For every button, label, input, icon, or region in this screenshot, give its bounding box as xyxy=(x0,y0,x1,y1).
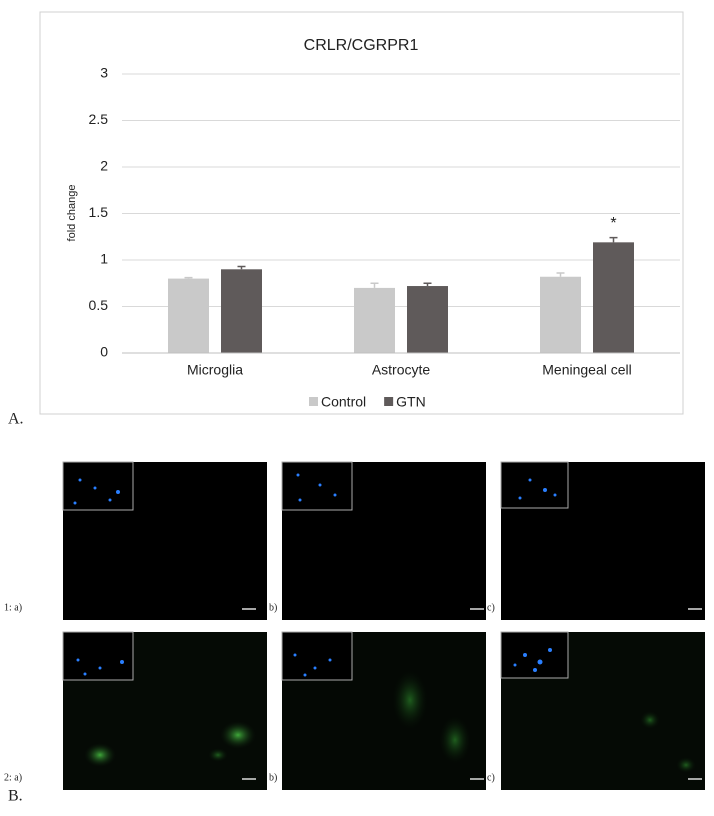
inset xyxy=(281,461,353,511)
image-label: c) xyxy=(487,602,495,613)
annotation: * xyxy=(610,215,616,232)
bar xyxy=(407,286,448,353)
image-label: b) xyxy=(269,772,277,783)
inset xyxy=(62,631,134,681)
legend-label: Control xyxy=(321,394,366,410)
y-tick-label: 2 xyxy=(100,158,108,174)
y-axis-label: fold change xyxy=(66,185,78,242)
bar xyxy=(221,269,262,353)
legend-swatch xyxy=(309,397,318,406)
x-tick-label: Microglia xyxy=(187,362,243,378)
error-bar xyxy=(423,282,432,287)
y-tick-label: 2.5 xyxy=(89,111,109,127)
inset xyxy=(281,631,353,681)
inset xyxy=(500,461,569,509)
nuclei xyxy=(73,473,557,677)
error-bar xyxy=(237,265,246,270)
legend-label: GTN xyxy=(396,394,426,410)
cell xyxy=(208,748,228,762)
image-label: 1: a) xyxy=(4,602,22,613)
legend-swatch xyxy=(384,397,394,406)
error-bar xyxy=(370,282,379,288)
chart-title: CRLR/CGRPR1 xyxy=(304,37,419,54)
micrographs: 1: a) b) c) 2: a) b) c) xyxy=(4,461,705,790)
scale-bars xyxy=(242,608,702,780)
bar xyxy=(593,242,634,353)
cell xyxy=(676,757,696,773)
x-tick-label: Astrocyte xyxy=(372,362,431,378)
panel-label: B. xyxy=(8,788,23,805)
y-tick-label: 0.5 xyxy=(89,297,109,313)
cell xyxy=(640,711,660,729)
cell xyxy=(439,716,471,764)
y-tick-label: 0 xyxy=(100,344,108,360)
image-label: b) xyxy=(269,602,277,613)
cell xyxy=(84,743,116,767)
inset xyxy=(62,461,134,511)
cell xyxy=(220,721,256,749)
bar xyxy=(540,276,581,353)
panel-label: A. xyxy=(8,411,24,428)
image-label: c) xyxy=(487,772,495,783)
bar xyxy=(354,287,395,353)
bar xyxy=(168,278,209,353)
cell xyxy=(392,670,428,730)
x-tick-label: Meningeal cell xyxy=(542,362,632,378)
y-tick-label: 3 xyxy=(100,65,108,81)
error-bar xyxy=(184,276,193,279)
y-tick-label: 1.5 xyxy=(89,204,109,220)
error-bar xyxy=(609,236,618,243)
error-bar xyxy=(556,272,565,277)
y-tick-label: 1 xyxy=(100,251,108,267)
image-label: 2: a) xyxy=(4,772,22,783)
